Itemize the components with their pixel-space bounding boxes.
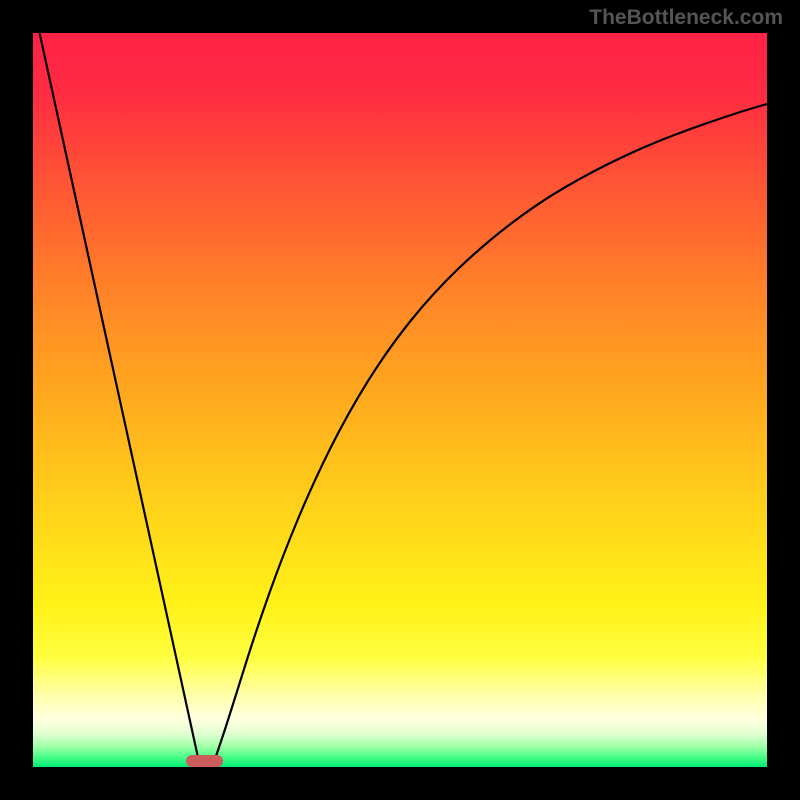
chart-container: TheBottleneck.com bbox=[0, 0, 800, 800]
curve-right-ascent bbox=[214, 104, 767, 762]
optimal-marker bbox=[186, 755, 223, 767]
curve-left-descent bbox=[33, 33, 199, 762]
bottleneck-curve bbox=[33, 33, 767, 767]
plot-area bbox=[33, 33, 767, 767]
watermark-text: TheBottleneck.com bbox=[589, 6, 783, 30]
